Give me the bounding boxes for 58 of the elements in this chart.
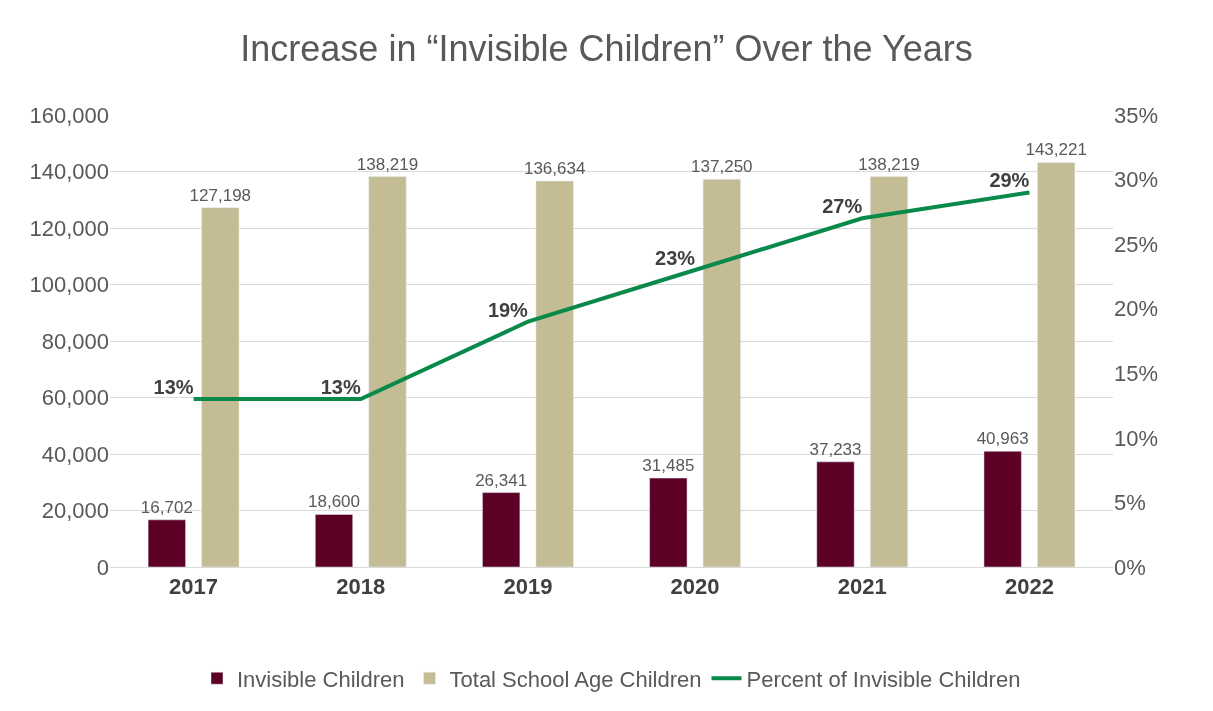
x-tick-label: 2021 <box>837 574 887 600</box>
data-label: 37,233 <box>809 439 862 459</box>
data-label: 143,221 <box>1025 140 1087 160</box>
y-tick-label: 40,000 <box>41 441 109 467</box>
data-label: 27% <box>822 195 863 218</box>
legend-label: Total School Age Children <box>449 666 702 692</box>
y2-tick-label: 10% <box>1114 425 1159 451</box>
x-tick-label: 2019 <box>503 574 553 600</box>
data-label: 136,634 <box>523 159 586 179</box>
data-label: 29% <box>989 169 1030 192</box>
data-label: 40,963 <box>976 429 1029 449</box>
y-tick-label: 140,000 <box>29 159 109 185</box>
y-tick-label: 100,000 <box>29 272 109 298</box>
data-label: 23% <box>655 246 696 269</box>
data-label: 137,250 <box>691 157 753 177</box>
data-label: 31,485 <box>642 456 695 476</box>
data-label: 138,219 <box>858 154 920 174</box>
y2-tick-label: 25% <box>1114 231 1159 257</box>
bar <box>535 180 574 567</box>
bar <box>702 179 741 567</box>
x-tick-label: 2018 <box>336 574 386 600</box>
x-tick-label: 2022 <box>1004 574 1054 600</box>
data-label: 127,198 <box>189 185 252 205</box>
y2-tick-label: 35% <box>1114 102 1159 128</box>
data-label: 26,341 <box>475 470 528 490</box>
data-label: 13% <box>153 376 194 399</box>
bar <box>368 176 407 567</box>
bar <box>482 492 521 567</box>
y-tick-label: 0 <box>96 554 109 580</box>
bar <box>147 519 186 567</box>
x-tick-label: 2020 <box>670 574 720 600</box>
bar <box>201 207 240 567</box>
y-tick-label: 160,000 <box>29 102 109 128</box>
line-series <box>191 190 1032 402</box>
y-tick-label: 120,000 <box>29 215 109 241</box>
legend-label: Percent of Invisible Children <box>746 666 1021 692</box>
y2-tick-label: 0% <box>1114 554 1146 580</box>
bar <box>1037 162 1076 567</box>
y-tick-label: 80,000 <box>41 328 109 354</box>
y-tick-label: 20,000 <box>41 498 109 524</box>
y2-tick-label: 15% <box>1114 360 1159 386</box>
data-label: 19% <box>487 298 529 321</box>
data-label: 13% <box>320 376 361 399</box>
bar <box>983 451 1022 567</box>
data-label: 16,702 <box>140 497 193 517</box>
y2-tick-label: 20% <box>1114 296 1159 322</box>
data-label: 138,219 <box>356 154 419 174</box>
bar <box>870 176 908 567</box>
y-tick-label: 60,000 <box>41 385 109 411</box>
bar <box>315 514 353 567</box>
chart-title: Increase in “Invisible Children” Over the Years <box>240 27 973 69</box>
legend-label: Invisible Children <box>237 666 405 692</box>
y2-tick-label: 5% <box>1114 490 1146 516</box>
data-label: 18,600 <box>308 492 361 512</box>
bar <box>816 461 855 567</box>
bar <box>649 477 688 567</box>
x-tick-label: 2017 <box>169 574 219 600</box>
y2-tick-label: 30% <box>1114 167 1159 193</box>
